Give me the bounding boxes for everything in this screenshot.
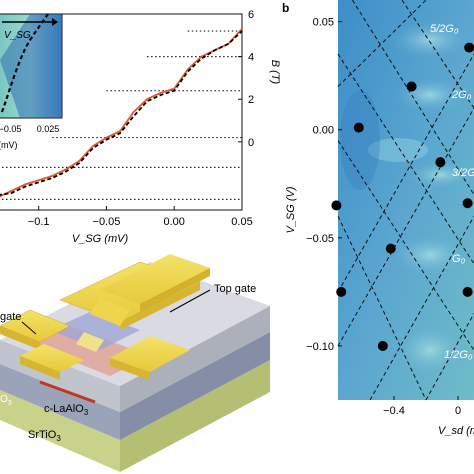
- data-point: [353, 122, 364, 133]
- panel-a-plot-frame: [0, 13, 243, 211]
- inset-vsg-label: V_SG: [4, 30, 31, 41]
- diamond-dashed-line: [337, 216, 427, 401]
- b-y-tick-label: −0.05: [306, 233, 334, 245]
- b-x-tick-label: −0.4: [383, 405, 405, 417]
- y-tick-label: 6: [248, 9, 254, 21]
- y-tick-label: 4: [248, 52, 254, 64]
- x-tick-label: 0.00: [164, 216, 185, 228]
- x-axis-ticks: −0.1 −0.05 0.00 0.05: [28, 206, 253, 228]
- b-x-tick-label: 0: [455, 405, 461, 417]
- top-gate-arm: [90, 298, 130, 326]
- data-point: [462, 198, 473, 209]
- x-tick-label: −0.1: [28, 216, 50, 228]
- side-gate-pad: [0, 309, 71, 343]
- b-y-tick-label: 0.05: [313, 17, 334, 29]
- b-y-tick-label: 0.00: [313, 125, 334, 137]
- data-point: [464, 42, 474, 53]
- substrate-srtio-face: [0, 390, 120, 472]
- x-axis-label: V_SG (mV): [72, 233, 129, 245]
- edge-label: O3: [0, 394, 12, 407]
- y-axis-ticks: 0 2 4 6: [238, 9, 254, 149]
- panel-b: b 5/2G₀ 2G₀ 3/2G G₀ 1/2G₀ 0.05 0.00 −0.05 −…: [282, 0, 474, 437]
- data-point: [336, 286, 347, 297]
- data-point: [406, 81, 417, 92]
- top-gate-label: Top gate: [214, 283, 256, 295]
- inset-arrowhead: [52, 18, 58, 26]
- diamond-dashed-line: [369, 215, 474, 401]
- plateau-labels: 5/2G₀ 2G₀ 3/2G G₀ 1/2G₀: [430, 23, 474, 361]
- data-point: [377, 340, 388, 351]
- diamond-dashed-line: [337, 107, 474, 347]
- panel-a: V_SG −0.05 0.025 (mV) 0 2 4 6 −0.1 −0.05 0.00…: [0, 9, 281, 245]
- x-tick-label: 0.05: [231, 216, 252, 228]
- diamond-dashed-line: [337, 53, 474, 293]
- plateau-label-2: 2G₀: [451, 89, 472, 101]
- data-point: [435, 157, 446, 168]
- panel-a-inset: V_SG −0.05 0.025 (mV): [0, 13, 63, 150]
- plateau-label-1-2: 1/2G₀: [444, 349, 473, 361]
- srtio-label: SrTiO3: [28, 429, 61, 443]
- diamond-dashed-line: [351, 0, 474, 195]
- caaio-label: c-LaAlO3: [44, 403, 89, 417]
- series-data-line: [0, 30, 243, 196]
- inset-dashed-line: [0, 13, 49, 113]
- plateau-lines: [0, 30, 242, 200]
- b-x-axis-ticks: −0.4 0: [383, 396, 461, 417]
- x-tick-label: −0.05: [93, 216, 121, 228]
- data-points: [331, 42, 474, 351]
- diamond-dashed-line: [425, 313, 474, 401]
- data-point: [462, 286, 473, 297]
- b-y-tick-label: −0.10: [306, 341, 334, 353]
- diamond-dashed-lines: [337, 0, 474, 401]
- data-point: [385, 243, 396, 254]
- plateau-label-1: G₀: [452, 253, 466, 265]
- data-point: [331, 200, 342, 211]
- plateau-label-5-2: 5/2G₀: [430, 23, 459, 35]
- panel-b-label: b: [282, 1, 289, 15]
- b-y-axis-ticks: 0.05 0.00 −0.05 −0.10: [306, 17, 342, 353]
- inset-axis-partial-label: (mV): [0, 140, 18, 150]
- plateau-label-3-2: 3/2G: [452, 167, 474, 179]
- y-axis-label: B (T): [269, 60, 281, 85]
- inset-tick-label-1: −0.05: [0, 124, 21, 134]
- b-y-axis-label: V_SG (V): [285, 186, 297, 233]
- inset-tick-label-2: 0.025: [37, 124, 60, 134]
- side-gate-label: gate: [0, 311, 21, 323]
- b-x-axis-label: V_sd (mV): [438, 425, 474, 437]
- device-schematic: Top gate gate c-LaAlO3 SrTiO3 O3: [0, 254, 270, 472]
- diamond-dashed-line: [401, 0, 474, 109]
- y-tick-label: 0: [248, 137, 254, 149]
- series-group: [0, 28, 243, 198]
- series-fit-line: [0, 28, 243, 198]
- y-tick-label: 2: [248, 94, 254, 106]
